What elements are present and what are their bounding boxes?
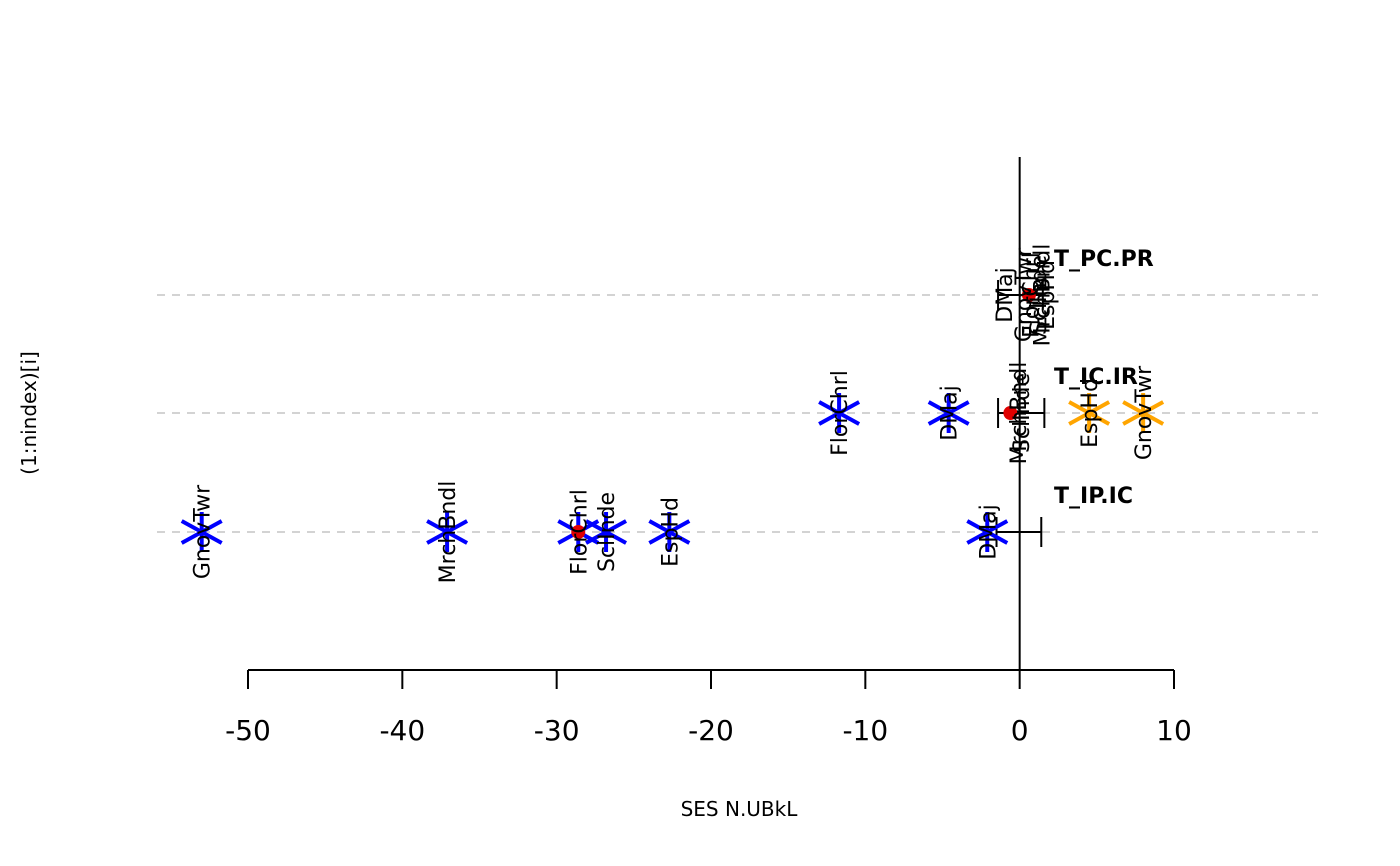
asterisk-stroke [1068, 400, 1111, 426]
y-axis-title: (1:nindex)[i] [17, 351, 41, 475]
x-tick-label: -10 [842, 714, 888, 747]
point-label: MrchBndl [436, 481, 461, 584]
asterisk-stroke [585, 519, 628, 545]
asterisk-stroke [426, 519, 469, 545]
mean-point [1003, 406, 1018, 420]
point-label: MrchBndl [1030, 244, 1055, 347]
point-label: EspHd [1035, 260, 1060, 330]
x-tick-label: -50 [225, 714, 271, 747]
x-axis-title: SES N.UBkL [681, 797, 799, 821]
row-label: T_IP.IC [1054, 484, 1133, 509]
asterisk-stroke [927, 400, 970, 426]
point-label: GnovTwr [1012, 247, 1037, 342]
row-labels: T_IP.IC T_IC.IR T_PC.PR [1054, 247, 1154, 509]
grid-layer [157, 294, 1318, 533]
point-label: MrchBndl [1007, 362, 1032, 465]
point-label: EspHd [1078, 378, 1103, 448]
point-label: GnovTwr [1132, 365, 1157, 460]
asterisk-stroke [1122, 400, 1165, 426]
point-label: SclInde [1010, 373, 1035, 453]
point-label: DMaj [993, 267, 1018, 323]
point-label: DMaj [938, 385, 963, 441]
asterisk-stroke [818, 400, 861, 426]
point-label: SclInde [595, 492, 620, 572]
point-label: FlorChrl [567, 489, 592, 575]
asterisk-marker [1068, 393, 1111, 433]
asterisk-marker [818, 393, 861, 433]
mean-point [571, 525, 586, 539]
x-tick-label: 0 [1011, 714, 1029, 747]
asterisk-marker [1122, 393, 1165, 433]
row-label: T_IC.IR [1054, 365, 1138, 390]
x-tick-label: -20 [688, 714, 734, 747]
mean-points [571, 288, 1036, 539]
point-label: GnovTwr [191, 484, 216, 579]
x-tick-label: -30 [534, 714, 580, 747]
asterisk-marker [648, 512, 691, 552]
x-axis: -50 -40 -30 -20 -10 0 10 [225, 669, 1192, 747]
markers [180, 393, 1165, 552]
point-label: SclInde [1027, 255, 1052, 335]
asterisk-stroke [180, 519, 223, 545]
point-labels: GnovTwr MrchBndl FlorChrl SclInde EspHd DMajF… [191, 244, 1157, 584]
x-tick-label: -40 [379, 714, 425, 747]
asterisk-marker [966, 512, 1009, 552]
confidence-intervals [995, 280, 1046, 547]
x-tick-label: 10 [1156, 714, 1192, 747]
asterisk-marker [585, 512, 628, 552]
asterisk-stroke [966, 519, 1009, 545]
asterisk-marker [180, 512, 223, 552]
point-label: FlorChrl [828, 370, 853, 456]
point-label: EspHd [658, 497, 683, 567]
asterisk-marker [927, 393, 970, 433]
point-label: DMaj [976, 504, 1001, 560]
asterisk-stroke [648, 519, 691, 545]
row-label: T_PC.PR [1054, 247, 1154, 272]
point-label: FlorChrl [1019, 252, 1044, 338]
mean-point [1021, 288, 1036, 302]
asterisk-marker [426, 512, 469, 552]
